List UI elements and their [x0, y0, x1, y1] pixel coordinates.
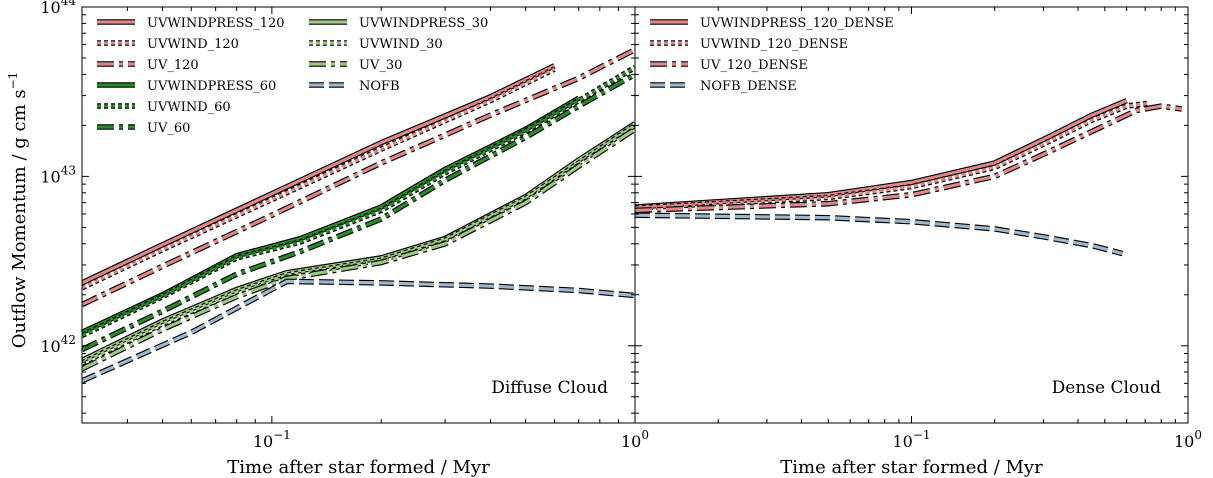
y-tick-label: 1042 — [40, 333, 76, 356]
legend-item-uvwind-120: UVWIND_120 — [97, 37, 239, 52]
legend-item-uv-120-dense: UV_120_DENSE — [650, 58, 808, 73]
legend-label: UVWINDPRESS_120_DENSE — [700, 16, 894, 31]
series-group — [635, 98, 1183, 257]
legend-item-uvwind-30: UVWIND_30 — [309, 37, 443, 52]
legend-label: NOFB_DENSE — [700, 79, 797, 94]
panel-dense: 10−1 100 Time after star formed / Myr Dense… — [634, 6, 1202, 478]
legend-label: UVWINDPRESS_120 — [147, 16, 285, 31]
legend-label: UVWIND_120 — [147, 37, 239, 52]
y-tick-label: 1043 — [40, 163, 76, 186]
x-tick-label: 100 — [621, 428, 649, 451]
series-line-nofb-dense — [635, 213, 1124, 256]
series-outline-uv-120-dense — [635, 103, 1183, 214]
ticks — [634, 6, 1189, 423]
series-line-uv-120-dense — [635, 104, 1183, 212]
legend-item-nofb-dense: NOFB_DENSE — [650, 79, 797, 94]
series-line-uvwind-120-dense — [635, 101, 1149, 210]
legend-label: UVWIND_60 — [147, 100, 231, 115]
legend-item-uvwindpress-120-dense: UVWINDPRESS_120_DENSE — [650, 16, 894, 31]
x-axis-title: Time after star formed / Myr — [780, 457, 1043, 478]
series-group — [82, 47, 635, 384]
y-tick-label: 1044 — [40, 0, 76, 17]
panel-label: Diffuse Cloud — [491, 378, 608, 398]
legend-item-nofb: NOFB — [309, 79, 400, 94]
legend-label: UV_120_DENSE — [700, 58, 808, 73]
legend-item-uv-120: UV_120 — [97, 58, 199, 73]
x-tick-label: 10−1 — [253, 428, 291, 451]
legend-label: UV_60 — [147, 121, 190, 136]
ticks — [81, 6, 636, 423]
legend-label: UVWIND_120_DENSE — [700, 37, 848, 52]
panel-diffuse: 1042 1043 1044 10−1 100 Time after star forme… — [40, 0, 649, 478]
y-axis-title: Outflow Momentum / g cm s−1 — [6, 72, 30, 349]
series-line-uvwind-120 — [82, 67, 556, 290]
legend-label: UV_120 — [147, 58, 199, 73]
legend-label: UVWINDPRESS_60 — [147, 79, 276, 94]
legend-item-uvwind-120-dense: UVWIND_120_DENSE — [650, 37, 848, 52]
legend: UVWINDPRESS_120_DENSE UVWIND_120_DENSE UV_… — [650, 16, 894, 94]
series-line-uv-60 — [82, 73, 635, 351]
series-line-nofb — [82, 279, 635, 383]
legend-label: UVWINDPRESS_30 — [359, 16, 488, 31]
legend: UVWINDPRESS_120 UVWIND_120 UV_120 UVWINDPRE… — [97, 16, 488, 136]
x-tick-label: 100 — [1174, 428, 1202, 451]
series-line-uvwindpress-120-dense — [635, 99, 1128, 209]
y-axis-unit-superscript: −1 — [6, 72, 20, 90]
legend-item-uvwindpress-120: UVWINDPRESS_120 — [97, 16, 285, 31]
legend-label: UVWIND_30 — [359, 37, 443, 52]
legend-label: UV_30 — [359, 58, 402, 73]
legend-item-uv-60: UV_60 — [97, 121, 190, 136]
panels-layer: 1042 1043 1044 10−1 100 Time after star forme… — [40, 0, 1202, 478]
series-line-uv-30 — [82, 127, 635, 371]
legend-item-uvwindpress-60: UVWINDPRESS_60 — [97, 79, 276, 94]
series-outline-uvwind-120-dense — [635, 100, 1149, 211]
series-line-uvwind-60 — [82, 66, 635, 337]
legend-item-uvwindpress-30: UVWINDPRESS_30 — [309, 16, 488, 31]
legend-label: NOFB — [359, 79, 400, 94]
legend-item-uv-30: UV_30 — [309, 58, 402, 73]
series-line-uvwindpress-120 — [82, 64, 556, 285]
panel-label: Dense Cloud — [1052, 378, 1161, 398]
legend-item-uvwind-60: UVWIND_60 — [97, 100, 231, 115]
x-axis-title: Time after star formed / Myr — [227, 457, 490, 478]
x-tick-label: 10−1 — [892, 428, 930, 451]
